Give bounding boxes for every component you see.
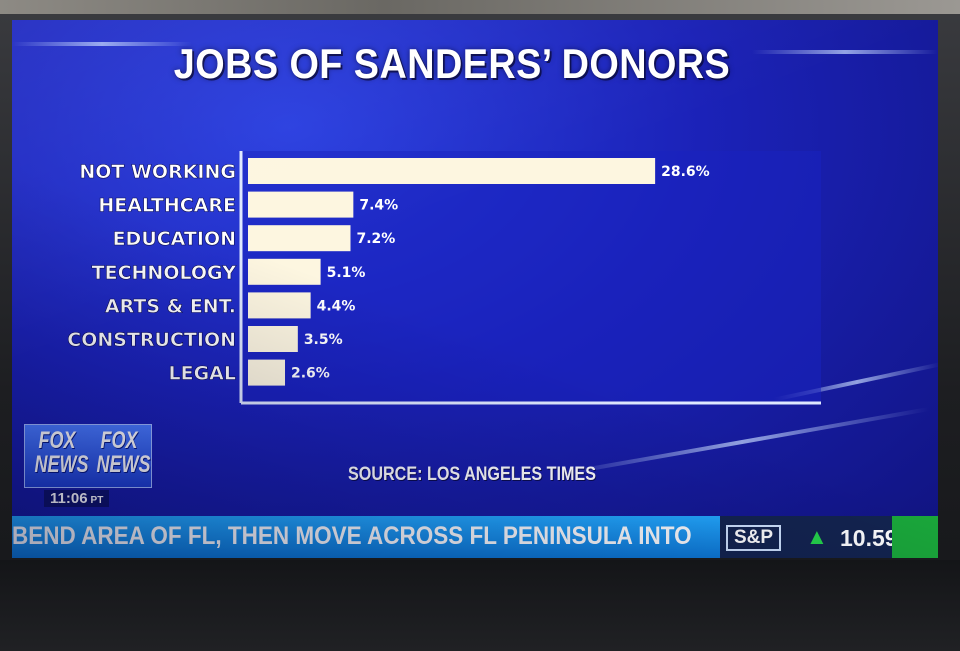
light-streak xyxy=(12,42,192,46)
source-caption: SOURCE: LOS ANGELES TIMES xyxy=(348,464,596,485)
tv-bezel-bottom xyxy=(0,560,960,651)
logo-left-top: FOX xyxy=(38,427,76,454)
bar xyxy=(248,359,286,386)
ticker-text: BEND AREA OF FL, THEN MOVE ACROSS FL PEN… xyxy=(12,522,692,550)
value-label: 4.4% xyxy=(317,298,356,314)
category-label: HEALTHCARE xyxy=(98,195,236,217)
logo-right-bottom: NEWS xyxy=(96,451,151,478)
wall-background xyxy=(0,0,960,14)
up-triangle-icon: ▲ xyxy=(806,524,828,549)
category-label: CONSTRUCTION xyxy=(67,329,236,351)
bar xyxy=(248,258,321,285)
market-widget: S&P ▲ 10.59 xyxy=(720,516,938,558)
bar xyxy=(248,225,351,252)
category-label: EDUCATION xyxy=(113,228,236,250)
chart-title: JOBS OF SANDERS’ DONORS xyxy=(173,40,731,87)
market-green-strip xyxy=(892,516,938,558)
market-value: 10.59 xyxy=(840,525,898,551)
light-streak xyxy=(752,50,938,54)
category-label: LEGAL xyxy=(169,363,237,385)
category-label: ARTS & ENT. xyxy=(105,295,236,317)
value-label: 7.4% xyxy=(359,198,398,214)
fox-news-logo-left: FOX NEWS xyxy=(35,427,89,477)
bar xyxy=(248,191,354,218)
value-label: 28.6% xyxy=(661,164,710,180)
value-label: 7.2% xyxy=(356,231,395,247)
value-label: 3.5% xyxy=(304,332,343,348)
bar-chart: NOT WORKING 28.6% HEALTHCARE 7.4% EDUCATION 7… xyxy=(67,151,821,405)
value-label: 2.6% xyxy=(291,366,330,382)
clock-time: 11:06 xyxy=(50,490,88,507)
logo-left-bottom: NEWS xyxy=(34,451,89,478)
category-label: TECHNOLOGY xyxy=(92,262,237,284)
bar xyxy=(248,158,656,184)
bar xyxy=(248,326,298,352)
market-label: S&P xyxy=(726,525,782,551)
category-label: NOT WORKING xyxy=(79,161,236,183)
value-label: 5.1% xyxy=(327,265,366,281)
bar xyxy=(248,292,311,319)
fox-news-logo-right: FOX NEWS xyxy=(97,427,151,477)
tv-screen: JOBS OF SANDERS’ DONORS NOT WORKING 28.6%… xyxy=(12,20,938,558)
clock-zone: PT xyxy=(90,495,104,506)
fox-news-logo: FOX NEWS FOX NEWS xyxy=(24,424,152,488)
broadcast-clock: 11:06 PT xyxy=(44,490,110,507)
logo-right-top: FOX xyxy=(100,427,138,454)
